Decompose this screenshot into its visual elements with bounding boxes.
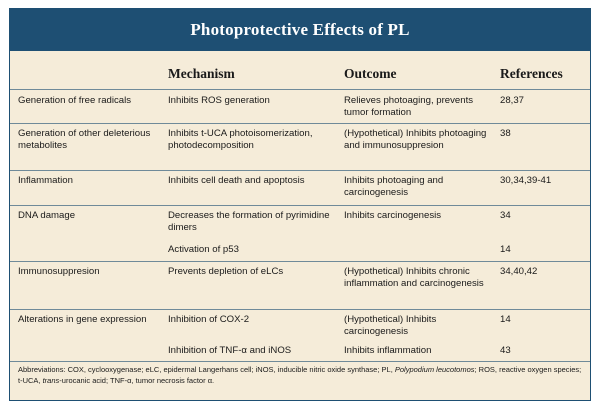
row-outcome: (Hypothetical) Inhibits chronic inflamma…: [344, 266, 484, 289]
row-divider: [10, 170, 590, 171]
row-divider: [10, 261, 590, 262]
row-outcome: (Hypothetical) Inhibits photoaging and i…: [344, 128, 487, 151]
row-mechanism: Inhibition of COX-2: [168, 314, 250, 325]
row-references: 38: [500, 128, 511, 139]
footnote-text: -urocanic acid; TNF-α, tumor necrosis fa…: [59, 376, 215, 385]
row-category: Alterations in gene expression: [18, 314, 147, 325]
column-header-outcome: Outcome: [344, 66, 397, 81]
row-outcome: Inhibits inflammation: [344, 345, 432, 356]
row-mechanism: Activation of p53: [168, 244, 239, 255]
column-header-references: References: [500, 66, 563, 81]
row-divider: [10, 123, 590, 124]
footnote-species: Polypodium leucotomos: [394, 365, 475, 374]
row-references: 34: [500, 210, 511, 221]
row-outcome: (Hypothetical) Inhibits carcinogenesis: [344, 314, 437, 337]
row-mechanism: Inhibits ROS generation: [168, 95, 270, 106]
row-references: 43: [500, 345, 511, 356]
row-mechanism: Inhibition of TNF-α and iNOS: [168, 345, 292, 356]
row-category: Inflammation: [18, 175, 73, 186]
row-category: Generation of other deleterious metaboli…: [18, 128, 151, 151]
row-category: Generation of free radicals: [18, 95, 132, 106]
table-panel: Photoprotective Effects of PL Mechanism …: [9, 8, 591, 401]
row-mechanism: Prevents depletion of eLCs: [168, 266, 284, 277]
table-title: Photoprotective Effects of PL: [190, 20, 410, 39]
row-references: 34,40,42: [500, 266, 538, 277]
row-outcome: Inhibits carcinogenesis: [344, 210, 442, 221]
row-divider: [10, 205, 590, 206]
row-references: 28,37: [500, 95, 525, 106]
row-references: 30,34,39-41: [500, 175, 552, 186]
row-outcome: Relieves photoaging, prevents tumor form…: [344, 95, 474, 118]
header-rule: [10, 89, 590, 90]
row-outcome: Inhibits photoaging and carcinogenesis: [344, 175, 444, 198]
row-category: DNA damage: [18, 210, 76, 221]
footnote-text: ; ROS, reactive oxygen species; t-UCA,: [18, 365, 582, 385]
row-divider: [10, 309, 590, 310]
footnote-trans: trans: [42, 376, 60, 385]
column-header-mechanism: Mechanism: [168, 66, 235, 81]
row-category: Immunosuppresion: [18, 266, 100, 277]
abbreviations-footnote: Abbreviations: COX, cyclooxygenase; eLC,…: [18, 364, 584, 386]
row-mechanism: Decreases the formation of pyrimidine di…: [168, 210, 330, 233]
footnote-rule: [10, 361, 590, 362]
footnote-text: Abbreviations: COX, cyclooxygenase; eLC,…: [18, 365, 395, 374]
row-mechanism: Inhibits t-UCA photoisomerization, photo…: [168, 128, 313, 151]
title-bar: Photoprotective Effects of PL: [10, 9, 590, 51]
row-references: 14: [500, 244, 511, 255]
row-mechanism: Inhibits cell death and apoptosis: [168, 175, 305, 186]
row-references: 14: [500, 314, 511, 325]
